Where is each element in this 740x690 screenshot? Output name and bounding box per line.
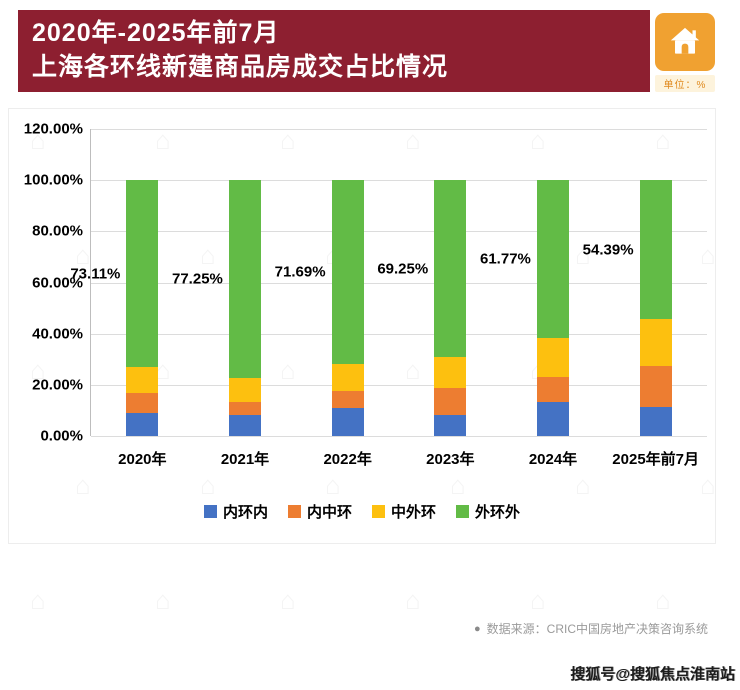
bar-segment-中外环 xyxy=(229,377,261,402)
gridline xyxy=(91,333,707,335)
gridline xyxy=(91,180,707,182)
legend-swatch xyxy=(203,505,217,518)
x-axis-label: 2025年前7月 xyxy=(612,451,700,468)
data-label: 73.11% xyxy=(70,265,121,283)
header-banner: 2020年-2025年前7月 上海各环线新建商品房成交占比情况 xyxy=(18,10,650,92)
bar-segment-内中环 xyxy=(434,388,467,416)
plot-area: 0.00% 20.00% 40.00% 60.00% 80.00% 100.00% 120.… xyxy=(24,121,707,468)
page-title-line-1: 2020年-2025年前7月 xyxy=(32,19,280,48)
watermark-glyph: ⌂ xyxy=(30,585,46,615)
bar-segment-中外环 xyxy=(537,338,569,377)
bar-segment-内环内 xyxy=(537,401,569,436)
legend-item-内中环: 内中环 xyxy=(287,501,352,522)
x-axis-label: 2020年 xyxy=(118,451,167,468)
bar-segment-内中环 xyxy=(126,393,159,413)
y-axis-tick: 80.00% xyxy=(32,222,83,240)
x-axis-label: 2023年 xyxy=(426,451,475,468)
bar-segment-内环内 xyxy=(434,415,467,436)
bar-segment-外环外 xyxy=(126,180,159,368)
data-label: 77.25% xyxy=(172,270,223,288)
data-label: 54.39% xyxy=(582,241,634,259)
y-axis-line xyxy=(90,129,91,436)
bar-segment-外环外 xyxy=(639,180,672,320)
bar-segment-中外环 xyxy=(331,363,364,391)
bar-segment-内中环 xyxy=(331,390,364,409)
data-label: 61.77% xyxy=(480,250,531,268)
y-axis-tick: 120.00% xyxy=(23,120,83,138)
bar-segment-中外环 xyxy=(126,367,159,394)
bar-segment-外环外 xyxy=(434,180,467,358)
y-axis-tick: 100.00% xyxy=(23,171,83,189)
data-source: ● 数据来源：CRIC中国房地产决策咨询系统 xyxy=(474,620,708,637)
watermark-glyph: ⌂ xyxy=(655,585,671,615)
bar-2020年 xyxy=(126,180,159,436)
y-axis-tick: 20.00% xyxy=(32,376,83,394)
bar-segment-内中环 xyxy=(537,376,569,402)
bar-segment-外环外 xyxy=(537,180,569,339)
house-icon-glyph xyxy=(670,27,700,54)
legend-item-内环内: 内环内 xyxy=(203,501,268,522)
legend-label: 内环内 xyxy=(222,504,268,521)
watermark-glyph: ⌂ xyxy=(155,585,171,615)
gridline xyxy=(91,129,707,130)
sohu-watermark: 搜狐号@搜狐焦点淮南站 xyxy=(570,666,735,683)
data-label: 71.69% xyxy=(274,263,326,281)
watermark-glyph: ⌂ xyxy=(280,585,296,615)
chart-card: 0.00% 20.00% 40.00% 60.00% 80.00% 100.00% 120.… xyxy=(8,108,716,544)
bar-2024年 xyxy=(537,180,569,436)
legend-item-外环外: 外环外 xyxy=(456,501,520,522)
legend-label: 外环外 xyxy=(475,504,521,521)
legend-item-中外环: 中外环 xyxy=(372,501,436,522)
bar-2021年 xyxy=(229,180,261,436)
x-axis-label: 2021年 xyxy=(220,451,270,468)
bar-segment-外环外 xyxy=(229,180,261,378)
legend-swatch xyxy=(456,505,470,518)
bar-2025年前7月 xyxy=(639,180,672,436)
page-title-line-2: 上海各环线新建商品房成交占比情况 xyxy=(32,53,449,81)
legend: 内环内 内中环 中外环 外环外 xyxy=(9,501,715,522)
y-axis-tick: 60.00% xyxy=(32,274,83,291)
bar-segment-内环内 xyxy=(229,415,261,436)
y-axis-tick: 40.00% xyxy=(32,325,83,343)
gridline xyxy=(91,384,707,386)
unit-label: 单位：% xyxy=(655,75,715,92)
bar-2022年 xyxy=(331,180,364,436)
bar-segment-内中环 xyxy=(229,401,261,416)
x-axis-label: 2022年 xyxy=(323,451,372,468)
legend-label: 内中环 xyxy=(306,504,352,521)
watermark-glyph: ⌂ xyxy=(405,585,421,615)
legend-swatch xyxy=(287,505,301,518)
x-axis-label: 2024年 xyxy=(528,451,578,468)
gridline xyxy=(91,282,707,284)
bar-segment-内中环 xyxy=(639,365,672,408)
house-icon xyxy=(655,13,715,71)
legend-label: 中外环 xyxy=(391,504,437,521)
bar-segment-内环内 xyxy=(126,412,159,436)
bar-segment-中外环 xyxy=(639,319,672,366)
bar-segment-外环外 xyxy=(331,180,364,364)
watermark-glyph: ⌂ xyxy=(530,585,546,615)
bullet-icon: ● xyxy=(474,622,481,635)
y-axis-tick: 0.00% xyxy=(40,427,83,445)
gridline xyxy=(91,436,707,437)
bar-segment-内环内 xyxy=(639,407,672,436)
source-text: 数据来源：CRIC中国房地产决策咨询系统 xyxy=(486,622,708,636)
legend-swatch xyxy=(372,505,385,518)
bar-2023年 xyxy=(434,180,467,436)
bar-segment-中外环 xyxy=(434,357,467,389)
gridline xyxy=(91,231,707,233)
data-label: 69.25% xyxy=(377,260,429,278)
bar-segment-内环内 xyxy=(331,408,364,436)
